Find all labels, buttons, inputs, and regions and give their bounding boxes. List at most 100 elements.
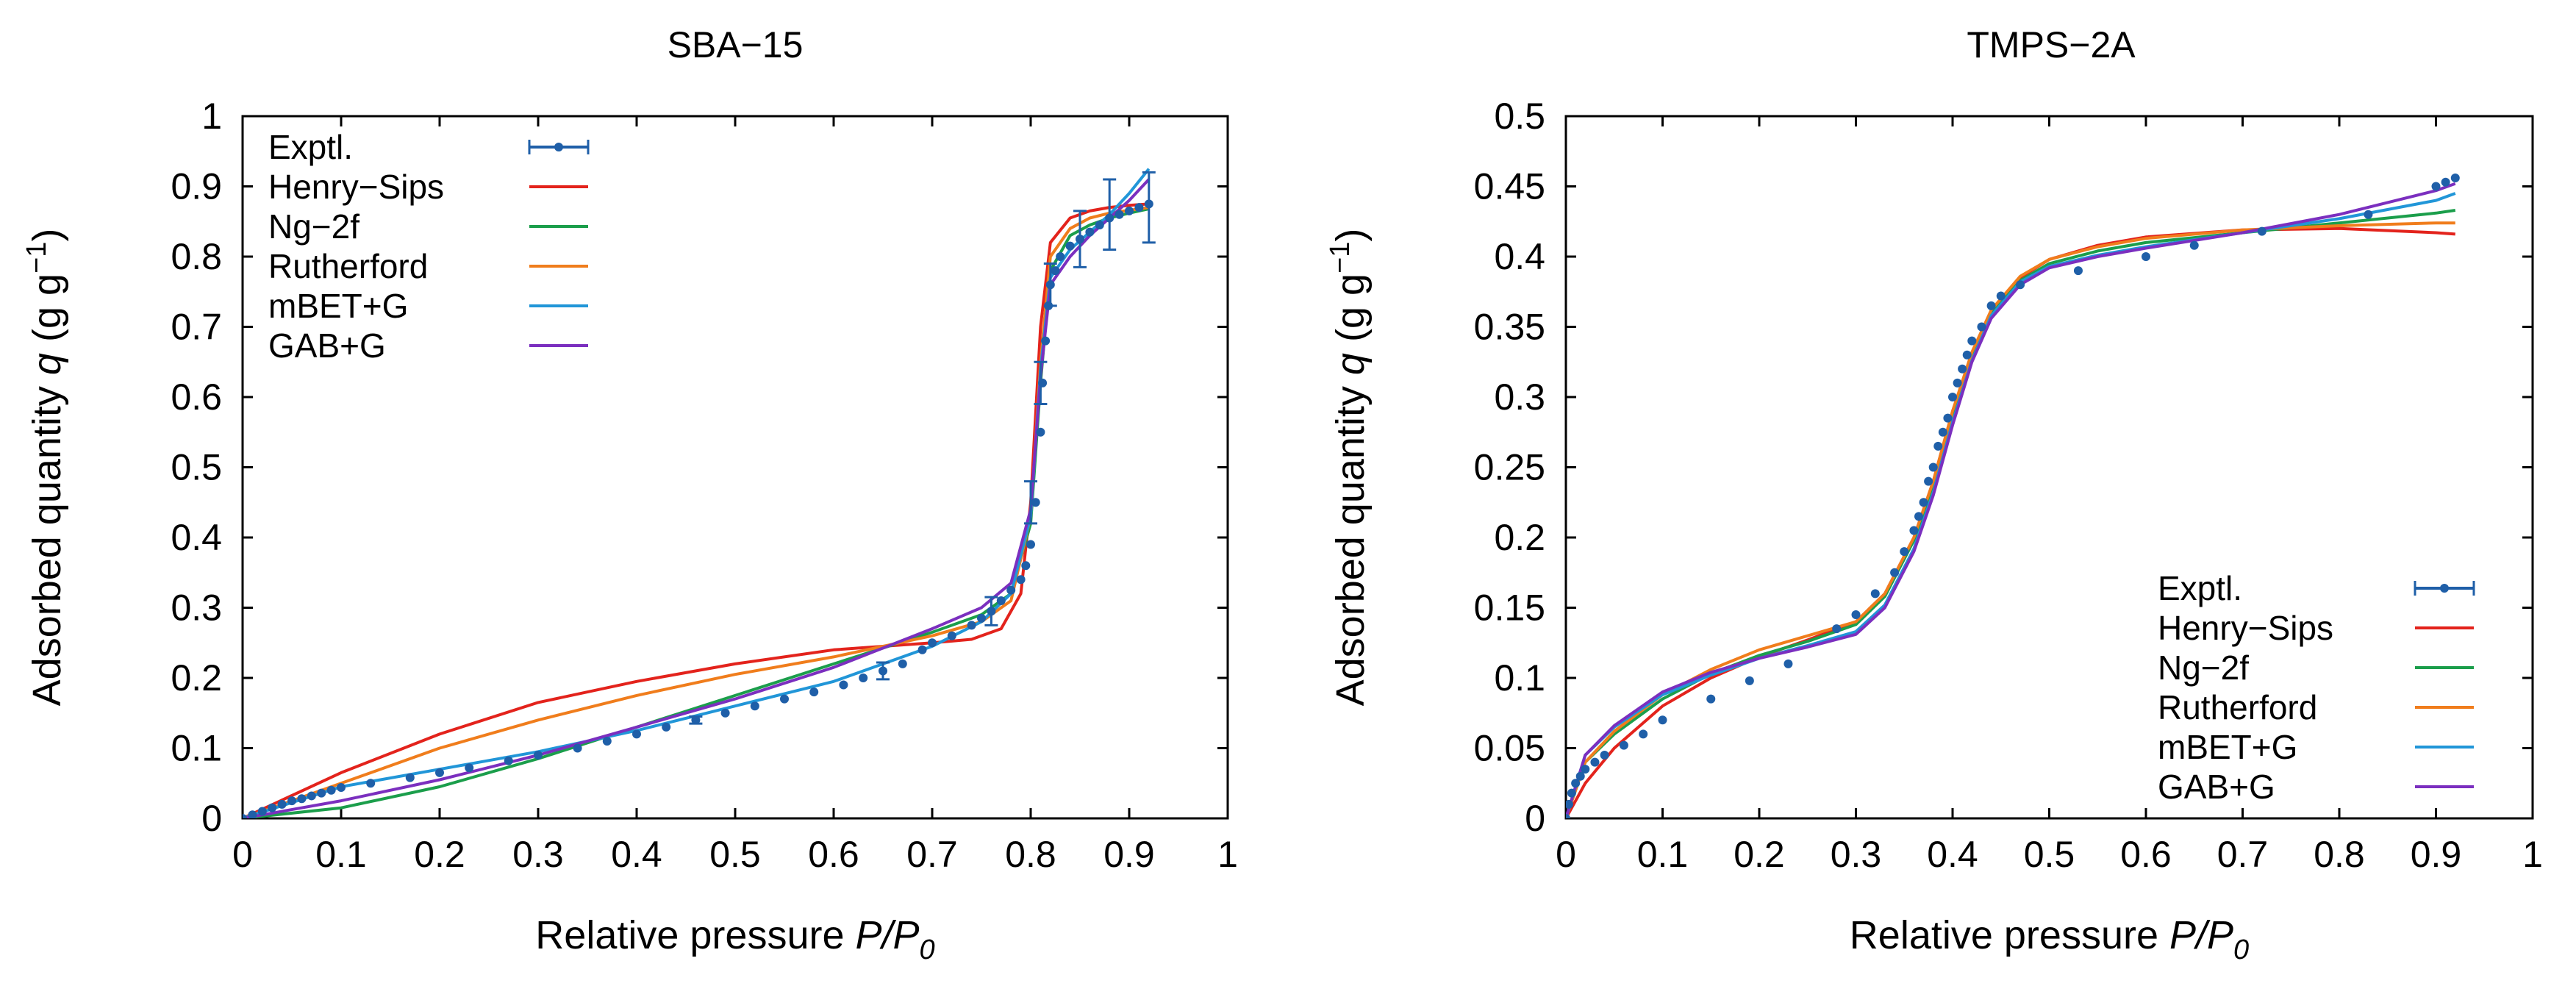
y-tick-label: 0.4	[171, 517, 222, 558]
legend-label: Rutherford	[268, 247, 428, 285]
data-point	[1581, 765, 1590, 774]
data-point	[662, 722, 671, 732]
data-point	[534, 751, 543, 760]
data-point	[307, 791, 316, 801]
x-tick-label: 0.9	[1103, 834, 1155, 875]
legend-label: mBET+G	[268, 287, 408, 325]
y-tick-label: 0	[1525, 798, 1545, 839]
data-point	[1619, 740, 1628, 750]
data-point	[898, 659, 907, 668]
data-point	[1566, 814, 1570, 818]
y-tick-label: 0.6	[171, 376, 222, 418]
data-point	[1658, 715, 1667, 725]
data-point	[243, 814, 247, 818]
legend-label: mBET+G	[2158, 728, 2297, 766]
legend-label: Exptl.	[268, 128, 353, 166]
data-point	[1639, 729, 1648, 739]
y-tick-label: 0.9	[171, 166, 222, 207]
data-point	[809, 687, 819, 697]
data-point	[405, 773, 415, 782]
x-tick-label: 0.3	[512, 834, 564, 875]
chart-sba15: SBA−15 0 0.1 0.2 0.3 0.4 0.5 0.6 0.7 0.8 0.9 1 0 0.1 0…	[21, 24, 1238, 965]
chart-tmps2a: TMPS−2A 0 0.1 0.2 0.3 0.4 0.5 0.6 0.7 0.8 0.9 1 0 0.0…	[1325, 24, 2543, 965]
y-tick-label: 0.4	[1494, 236, 1545, 277]
data-point	[1783, 659, 1793, 668]
data-point	[1006, 585, 1016, 595]
legend-swatch-point	[2440, 584, 2449, 593]
x-tick-label: 0.7	[2217, 834, 2269, 875]
data-point	[928, 638, 937, 648]
data-point	[750, 701, 759, 711]
data-point	[1948, 393, 1957, 401]
data-point	[1115, 210, 1124, 219]
y-tick-label: 0	[201, 798, 222, 839]
data-point	[1832, 624, 1842, 634]
y-tick-label: 0.15	[1474, 587, 1545, 629]
x-tick-label: 0.2	[414, 834, 465, 875]
data-point	[1986, 301, 1996, 310]
legend-swatch-point	[554, 143, 563, 151]
y-tick-label: 0.25	[1474, 447, 1545, 488]
data-point	[1567, 788, 1576, 798]
y-tick-label: 1	[201, 96, 222, 137]
legend-label: Henry−Sips	[2158, 609, 2333, 647]
legend-label: Ng−2f	[268, 207, 359, 246]
data-point	[602, 736, 612, 746]
data-point	[720, 708, 730, 718]
data-point	[1870, 589, 1880, 599]
x-tick-label: 0	[1556, 834, 1576, 875]
data-point	[1943, 413, 1953, 423]
data-point	[691, 715, 701, 725]
data-point	[947, 631, 956, 640]
x-tick-label: 0.7	[906, 834, 958, 875]
data-point	[1953, 378, 1962, 387]
legend: Exptl.Henry−SipsNg−2fRutherfordmBET+GGAB…	[268, 128, 590, 365]
data-point	[1076, 235, 1084, 244]
data-point	[248, 810, 257, 818]
data-point	[326, 785, 336, 795]
data-point	[297, 794, 307, 804]
series-line-ng-2f	[243, 207, 1150, 818]
data-point	[1900, 547, 1909, 557]
x-tick-label: 0.2	[1734, 834, 1785, 875]
data-point	[1038, 378, 1048, 387]
data-point	[366, 779, 376, 788]
data-point	[2016, 280, 2025, 290]
data-point	[1045, 280, 1055, 290]
data-point	[1016, 575, 1026, 585]
legend-label: Henry−Sips	[268, 168, 444, 206]
data-point	[317, 788, 326, 798]
y-tick-label: 0.3	[1494, 376, 1545, 418]
y-tick-label: 0.7	[171, 307, 222, 348]
series-line-rutherford	[243, 206, 1150, 818]
series-line-henry-sips	[243, 202, 1149, 818]
data-point	[465, 763, 474, 773]
legend-label: Rutherford	[2158, 688, 2317, 726]
data-point	[1125, 206, 1134, 215]
data-point	[268, 803, 277, 812]
x-tick-label: 0.6	[808, 834, 859, 875]
data-point	[780, 694, 789, 704]
y-tick-label: 0.5	[171, 447, 222, 488]
x-tick-label: 0.4	[1927, 834, 1978, 875]
data-point	[1745, 676, 1754, 685]
data-point	[2073, 266, 2083, 276]
data-point	[1566, 799, 1573, 809]
data-point	[1890, 568, 1900, 577]
data-point	[1065, 241, 1075, 251]
legend-label: Ng−2f	[2158, 649, 2249, 687]
y-tick-label: 0.05	[1474, 728, 1545, 769]
data-point	[1996, 291, 2006, 301]
data-point	[287, 796, 296, 806]
data-point	[632, 729, 641, 739]
plot-area	[1566, 174, 2460, 818]
y-axis-label: Adsorbed quantity q (g g−1)	[1325, 229, 1373, 707]
data-point	[2189, 240, 2199, 250]
data-point	[1590, 757, 1600, 767]
data-point	[1706, 694, 1716, 704]
x-tick-label: 0.8	[2314, 834, 2365, 875]
data-point	[1144, 199, 1153, 209]
y-tick-label: 0.35	[1474, 307, 1545, 348]
data-point	[435, 768, 444, 777]
